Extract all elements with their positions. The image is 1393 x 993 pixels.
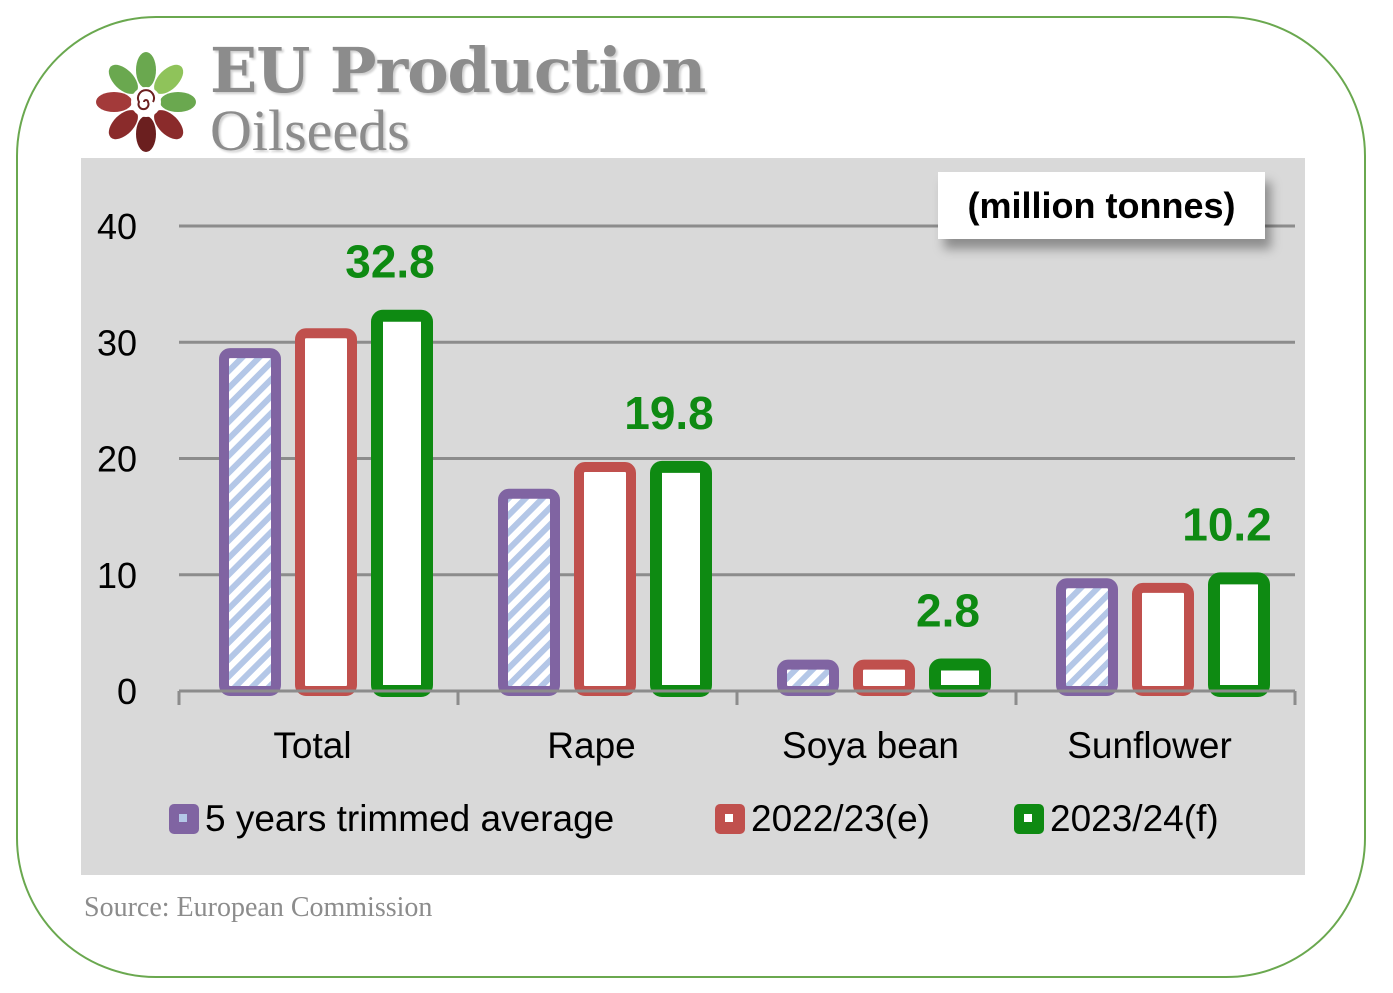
sunflower-seed-logo-icon <box>96 52 196 152</box>
unit-label: (million tonnes) <box>938 172 1265 239</box>
source-note: Source: European Commission <box>84 892 433 923</box>
bar-sunflower-series-0 <box>1056 578 1118 696</box>
y-tick-label: 10 <box>97 555 137 596</box>
y-tick-label: 30 <box>97 322 137 363</box>
legend-item-2023: 2023/24(f) <box>1014 798 1219 840</box>
y-tick-label: 40 <box>97 206 137 247</box>
y-tick-label: 20 <box>97 439 137 480</box>
data-label: 10.2 <box>1182 498 1272 550</box>
legend-label-2023: 2023/24(f) <box>1050 798 1219 839</box>
legend-label-avg: 5 years trimmed average <box>205 798 615 839</box>
x-category-label: Rape <box>547 725 635 766</box>
legend-item-2022: 2022/23(e) <box>715 798 930 840</box>
chart-subtitle: Oilseeds <box>210 98 410 163</box>
slide-frame <box>16 16 1366 978</box>
data-label: 2.8 <box>916 584 980 636</box>
bar-total-series-0 <box>219 348 281 696</box>
bar-rape-series-0 <box>498 488 560 696</box>
x-category-label: Total <box>273 725 351 766</box>
data-label: 32.8 <box>345 236 435 288</box>
bar-soya-bean-series-2 <box>929 658 991 698</box>
chart-title: EU Production <box>210 34 706 107</box>
bar-chart: 0 10 20 30 40 Total Rape Soya bean Sunflower 32.… <box>97 206 1297 766</box>
bar-total-series-2 <box>371 309 433 697</box>
x-category-label: Soya bean <box>782 725 959 766</box>
bar-rape-series-2 <box>650 460 712 698</box>
x-category-label: Sunflower <box>1067 725 1232 766</box>
chart-panel: 0 10 20 30 40 Total Rape Soya bean Sunflower 32.… <box>81 158 1305 875</box>
bar-sunflower-series-1 <box>1132 582 1194 697</box>
legend-label-2022: 2022/23(e) <box>751 798 930 839</box>
legend-item-avg: 5 years trimmed average <box>169 798 614 840</box>
chart-legend: 5 years trimmed average 2022/23(e) 2023/… <box>81 798 1305 848</box>
bar-sunflower-series-2 <box>1208 572 1270 697</box>
bar-soya-bean-series-1 <box>853 659 915 696</box>
bar-soya-bean-series-0 <box>777 659 839 696</box>
legend-swatch-2022 <box>715 804 745 834</box>
bar-rape-series-1 <box>574 461 636 696</box>
data-label: 19.8 <box>624 387 714 439</box>
legend-swatch-avg <box>169 804 199 834</box>
bar-total-series-1 <box>295 328 357 697</box>
y-tick-label: 0 <box>117 671 137 712</box>
legend-swatch-2023 <box>1014 804 1044 834</box>
